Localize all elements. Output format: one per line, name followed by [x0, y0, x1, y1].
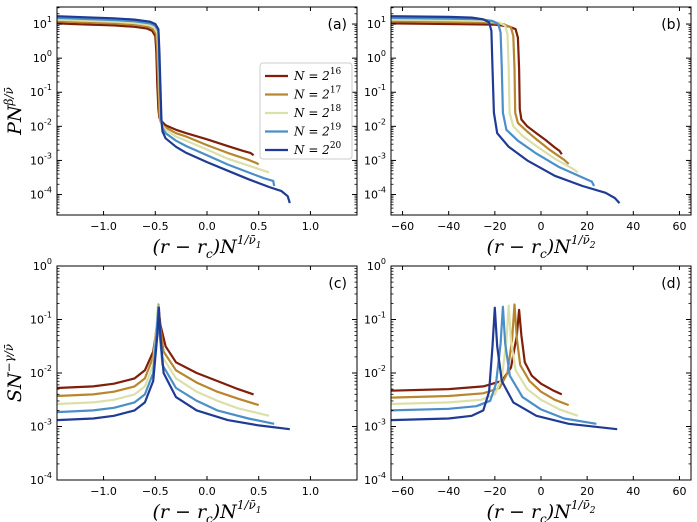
x-tick-label-b-2: −20 [483, 220, 506, 233]
y-tick-label-c-2: 10-2 [30, 364, 52, 380]
series-line-b-2 [391, 20, 570, 165]
series-line-d-4 [391, 305, 597, 425]
x-tick-label-c-0: −1.0 [90, 485, 117, 498]
x-tick-label-b-5: 40 [626, 220, 640, 233]
x-tick-label-d-5: 40 [626, 485, 640, 498]
y-tick-label-d-1: 10-3 [364, 418, 386, 434]
x-tick-label-a-0: −1.0 [90, 220, 117, 233]
y-tick-label-d-2: 10-2 [364, 364, 386, 380]
y-tick-label-d-4: 100 [367, 257, 386, 273]
y-tick-label-a-2: 10-2 [30, 117, 52, 133]
y-tick-label-b-5: 101 [367, 15, 386, 31]
y-tick-label-c-1: 10-3 [30, 418, 52, 434]
series-group-b [391, 15, 621, 204]
y-tick-label-a-5: 101 [33, 15, 52, 31]
y-tick-label-a-1: 10-3 [30, 151, 52, 167]
x-tick-label-b-6: 60 [672, 220, 686, 233]
x-axis-label-d: (r − rc)N1/ν̄2 [486, 498, 595, 522]
y-tick-label-c-4: 100 [33, 257, 52, 273]
series-group-c [57, 303, 290, 431]
panel-label-a: (a) [327, 17, 347, 33]
y-tick-label-a-4: 100 [33, 49, 52, 65]
y-tick-label-b-3: 10-1 [364, 83, 386, 99]
x-tick-label-b-4: 20 [580, 220, 594, 233]
y-tick-label-c-0: 10-4 [30, 471, 52, 487]
legend-entry-4: N = 219 [293, 123, 342, 139]
panel-c: −1.0 −0.5 0.0 0.5 1.0 10-4 10-3 10-2 10-1 100 (c) (… [2, 257, 358, 522]
series-line-d-2 [391, 303, 570, 407]
legend: N = 216 N = 217 N = 218 N = 219 N = 220 [259, 62, 353, 160]
series-line-d-3 [391, 304, 579, 417]
y-tick-label-d-3: 10-1 [364, 311, 386, 327]
y-tick-label-a-3: 10-1 [30, 83, 52, 99]
axes-frame-b [390, 6, 692, 216]
x-tick-label-b-3: 0 [538, 220, 545, 233]
x-tick-label-d-0: −60 [391, 485, 414, 498]
y-tick-label-a-0: 10-4 [30, 186, 52, 202]
series-line-c-2 [57, 303, 260, 407]
y-tick-label-d-0: 10-4 [364, 471, 386, 487]
y-tick-label-b-4: 100 [367, 49, 386, 65]
panel-a: −1.0 −0.5 0.0 0.5 1.0 10-4 10-3 10-2 10-1 100 101 (… [2, 6, 358, 261]
legend-entry-3: N = 218 [293, 104, 342, 120]
series-line-b-1 [391, 22, 563, 155]
series-line-a-4 [57, 16, 276, 187]
legend-entry-5: N = 220 [293, 141, 342, 157]
x-axis-label-c: (r − rc)N1/ν̄1 [152, 498, 261, 522]
series-line-a-5 [57, 15, 291, 204]
panel-d: −60 −40 −20 0 20 40 60 10-4 10-3 10-2 10-1 100 (d) (r… [364, 257, 692, 522]
legend-box [259, 62, 353, 160]
series-group-d [391, 303, 618, 431]
x-tick-label-c-1: −0.5 [142, 485, 169, 498]
series-line-c-3 [57, 304, 270, 417]
axes-frame-d [390, 265, 692, 481]
series-line-d-5 [391, 306, 618, 431]
x-tick-label-a-2: 0.0 [198, 220, 216, 233]
series-group-a [57, 15, 291, 204]
series-line-c-4 [57, 305, 275, 425]
y-axis-label-c: SN−γ/ν̄ [2, 344, 26, 402]
panel-label-d: (d) [661, 276, 681, 292]
series-line-a-1 [57, 22, 255, 157]
x-tick-label-a-1: −0.5 [142, 220, 169, 233]
x-tick-label-c-4: 1.0 [302, 485, 320, 498]
axes-frame-c [56, 265, 358, 481]
y-axis-label-a: PNβ/ν̄ [2, 87, 26, 136]
x-tick-label-c-3: 0.5 [250, 485, 268, 498]
x-tick-label-a-4: 1.0 [302, 220, 320, 233]
x-axis-label-a: (r − rc)N1/ν̄1 [152, 233, 261, 261]
y-tick-label-c-3: 10-1 [30, 311, 52, 327]
x-axis-label-b: (r − rc)N1/ν̄2 [486, 233, 595, 261]
y-tick-label-b-1: 10-3 [364, 151, 386, 167]
x-tick-label-b-1: −40 [437, 220, 460, 233]
series-line-c-5 [57, 306, 290, 431]
y-tick-label-b-0: 10-4 [364, 186, 386, 202]
panel-label-b: (b) [661, 17, 681, 33]
series-line-b-5 [391, 15, 621, 204]
panel-b: −60 −40 −20 0 20 40 60 10-4 10-3 10-2 10-1 100 101 (b… [364, 6, 692, 261]
x-tick-label-a-3: 0.5 [250, 220, 268, 233]
legend-entry-1: N = 216 [293, 67, 342, 83]
x-tick-label-b-0: −60 [391, 220, 414, 233]
x-tick-label-d-3: 0 [538, 485, 545, 498]
x-tick-label-d-2: −20 [483, 485, 506, 498]
x-tick-label-d-4: 20 [580, 485, 594, 498]
panel-label-c: (c) [328, 276, 347, 292]
x-tick-label-d-1: −40 [437, 485, 460, 498]
x-tick-label-d-6: 60 [672, 485, 686, 498]
legend-entry-2: N = 217 [293, 86, 342, 102]
y-tick-label-b-2: 10-2 [364, 117, 386, 133]
x-tick-label-c-2: 0.0 [198, 485, 216, 498]
series-line-d-1 [391, 308, 563, 396]
